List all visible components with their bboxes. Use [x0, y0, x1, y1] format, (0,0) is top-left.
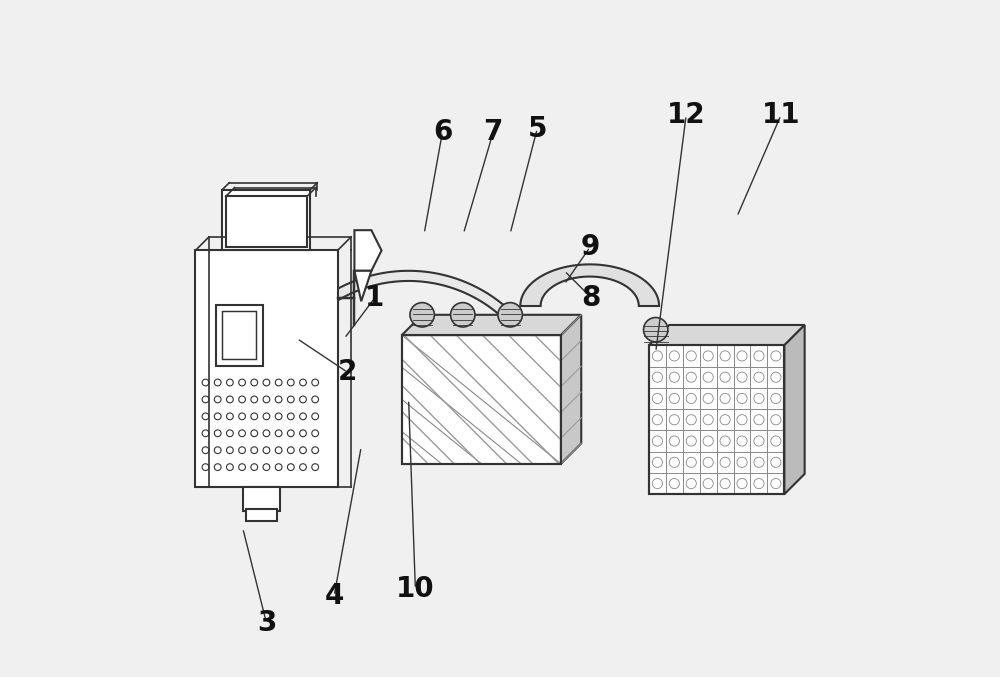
FancyBboxPatch shape — [402, 335, 561, 464]
Text: 12: 12 — [667, 101, 705, 129]
Polygon shape — [260, 271, 558, 420]
FancyBboxPatch shape — [216, 305, 263, 366]
Text: 4: 4 — [324, 582, 344, 610]
Polygon shape — [354, 271, 371, 301]
Text: 8: 8 — [582, 284, 601, 312]
Circle shape — [410, 303, 434, 327]
FancyBboxPatch shape — [243, 487, 280, 511]
Polygon shape — [784, 325, 805, 494]
Text: 3: 3 — [257, 609, 276, 637]
FancyBboxPatch shape — [222, 311, 256, 359]
FancyBboxPatch shape — [195, 250, 338, 487]
Text: 5: 5 — [527, 114, 547, 143]
FancyBboxPatch shape — [226, 196, 307, 247]
Text: 7: 7 — [484, 118, 503, 146]
FancyBboxPatch shape — [246, 509, 277, 521]
Polygon shape — [354, 230, 382, 271]
Text: 11: 11 — [762, 101, 800, 129]
Polygon shape — [561, 315, 581, 464]
FancyBboxPatch shape — [222, 190, 310, 250]
Text: 9: 9 — [580, 233, 600, 261]
Circle shape — [644, 318, 668, 342]
Circle shape — [498, 303, 522, 327]
Text: 1: 1 — [365, 284, 384, 312]
Polygon shape — [649, 325, 805, 345]
Polygon shape — [402, 315, 581, 335]
Circle shape — [451, 303, 475, 327]
Text: 10: 10 — [396, 575, 435, 603]
Polygon shape — [520, 265, 659, 306]
Polygon shape — [253, 420, 270, 509]
Text: 2: 2 — [338, 358, 357, 387]
Text: 6: 6 — [433, 118, 452, 146]
FancyBboxPatch shape — [649, 345, 784, 494]
